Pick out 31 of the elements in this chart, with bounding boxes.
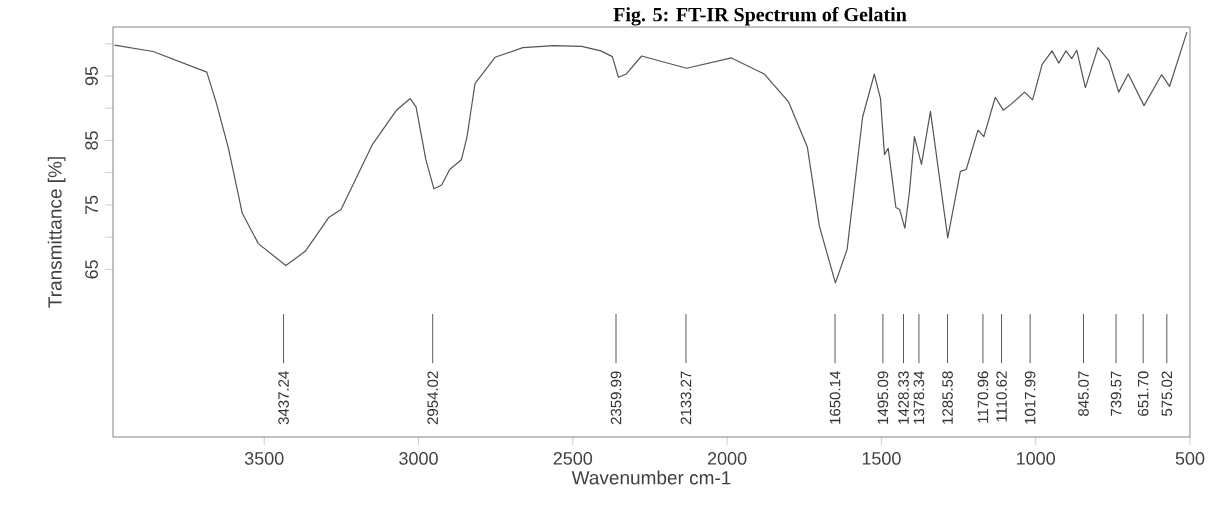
y-tick-label: 95 <box>85 66 98 86</box>
x-axis-title: Wavenumber cm-1 <box>571 470 731 485</box>
ref-line-label: 3437.24 <box>278 371 289 425</box>
y-tick-label: 65 <box>85 260 98 279</box>
x-tick-label: 500 <box>1175 452 1205 465</box>
ref-line-label: 651.70 <box>1137 371 1149 416</box>
ref-line-label: 1495.09 <box>877 371 889 424</box>
y-tick-label: 85 <box>85 131 98 150</box>
ref-line-label: 845.07 <box>1078 371 1089 416</box>
ref-line-label: 1650.14 <box>829 371 841 424</box>
x-tick-label: 1000 <box>1017 452 1055 465</box>
ref-line-label: 1428.33 <box>898 371 909 424</box>
chart-title: Fig. 5: FT-IR Spectrum of Gelatin <box>613 7 907 26</box>
ref-line-label: 2133.27 <box>680 371 692 425</box>
x-tick-label: 1500 <box>862 452 901 465</box>
x-tick-label: 2000 <box>707 452 747 465</box>
y-axis-title: Transmittance [%] <box>47 157 66 308</box>
line-series <box>113 31 1188 284</box>
x-tick-label: 3500 <box>244 452 284 465</box>
ref-line-label: 1285.58 <box>942 371 953 424</box>
x-tick-label: 2500 <box>553 452 593 465</box>
ref-line-label: 1017.99 <box>1024 371 1036 424</box>
ref-line-label: 2359.99 <box>610 371 622 425</box>
ref-line-label: 2954.02 <box>427 371 439 425</box>
ref-line-label: 575.02 <box>1161 371 1173 416</box>
ref-line-label: 1378.34 <box>913 371 925 424</box>
y-tick-label: 75 <box>85 195 98 215</box>
ref-line-label: 1170.96 <box>977 371 989 423</box>
ref-line-label: 1110.62 <box>996 371 1007 422</box>
ref-line-label: 739.57 <box>1110 371 1122 416</box>
x-tick-label: 3000 <box>399 452 438 465</box>
